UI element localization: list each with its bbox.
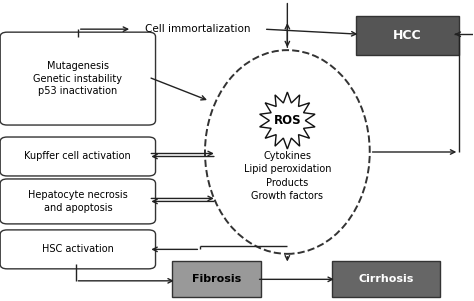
FancyBboxPatch shape — [356, 16, 459, 54]
Text: ROS: ROS — [273, 114, 301, 127]
Text: Cirrhosis: Cirrhosis — [358, 274, 414, 284]
Text: Fibrosis: Fibrosis — [192, 274, 241, 284]
Ellipse shape — [205, 50, 370, 254]
Text: HCC: HCC — [393, 29, 422, 42]
Text: Cytokines
Lipid peroxidation
Products
Growth factors: Cytokines Lipid peroxidation Products Gr… — [244, 151, 331, 201]
FancyBboxPatch shape — [0, 230, 155, 269]
Text: HSC activation: HSC activation — [42, 244, 114, 254]
FancyBboxPatch shape — [0, 137, 155, 176]
FancyBboxPatch shape — [332, 261, 440, 297]
Text: Kupffer cell activation: Kupffer cell activation — [25, 151, 131, 162]
Text: Mutagenesis
Genetic instability
p53 inactivation: Mutagenesis Genetic instability p53 inac… — [33, 61, 122, 96]
Polygon shape — [260, 92, 315, 149]
Text: Cell immortalization: Cell immortalization — [145, 24, 251, 34]
FancyBboxPatch shape — [0, 179, 155, 224]
FancyBboxPatch shape — [0, 32, 155, 125]
Text: Hepatocyte necrosis
and apoptosis: Hepatocyte necrosis and apoptosis — [28, 190, 128, 213]
FancyBboxPatch shape — [172, 261, 262, 297]
